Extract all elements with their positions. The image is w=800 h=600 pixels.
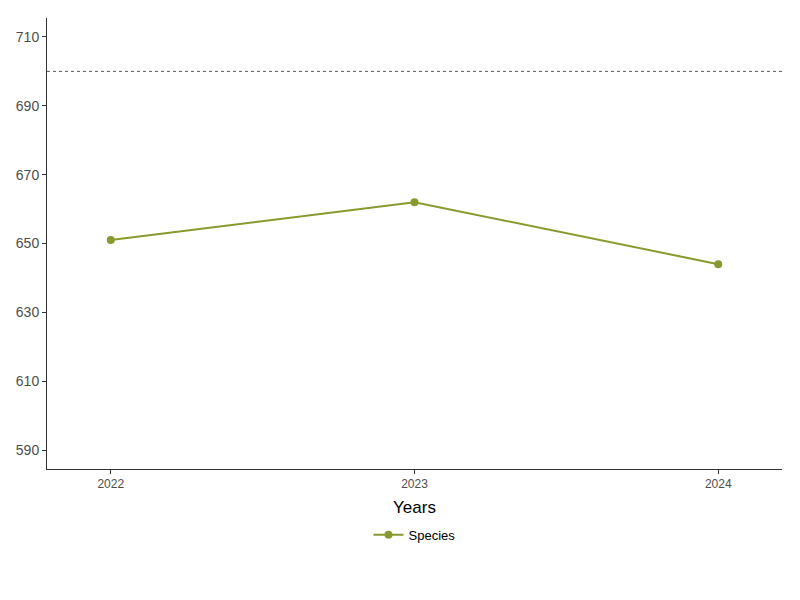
svg-text:590: 590: [16, 442, 40, 458]
svg-text:Species: Species: [409, 528, 456, 543]
svg-text:670: 670: [16, 167, 40, 183]
svg-text:630: 630: [16, 304, 40, 320]
svg-text:650: 650: [16, 235, 40, 251]
svg-text:2024: 2024: [705, 477, 732, 491]
svg-text:710: 710: [16, 29, 40, 45]
svg-text:610: 610: [16, 373, 40, 389]
svg-text:2022: 2022: [97, 477, 124, 491]
svg-text:Years: Years: [393, 498, 436, 517]
svg-text:690: 690: [16, 98, 40, 114]
svg-text:2023: 2023: [401, 477, 428, 491]
